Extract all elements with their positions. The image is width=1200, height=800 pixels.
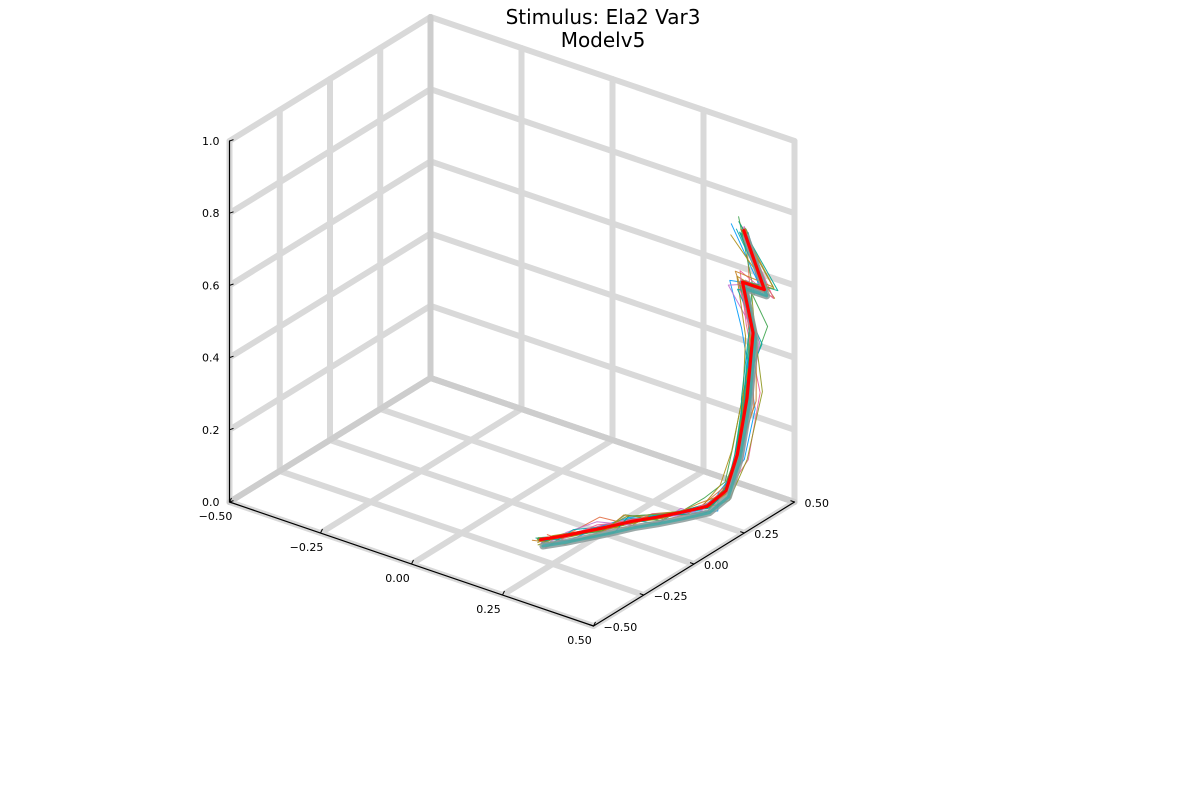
left-wall-grid-horizontal	[226, 302, 434, 433]
y-tick-label: 0.00	[704, 559, 729, 572]
model-trajectory-line	[538, 231, 769, 542]
z-tick-label: 1.0	[202, 135, 220, 148]
y-tick-label: 0.25	[754, 528, 779, 541]
left-wall-grid-horizontal	[226, 86, 434, 217]
x-tick-label: 0.50	[567, 634, 592, 647]
x-tick-mark	[411, 559, 414, 565]
z-tick-mark	[229, 427, 234, 431]
chart-title-line1: Stimulus: Ela2 Var3	[506, 5, 701, 29]
x-tick-label: −0.25	[290, 541, 324, 554]
model-trajectory-line	[540, 230, 768, 544]
x-tick-mark	[229, 497, 232, 503]
z-tick-label: 0.6	[202, 279, 220, 292]
z-tick-label: 0.2	[202, 424, 220, 437]
grid-lines	[226, 14, 798, 629]
tick-labels: 0.0 0.2 0.4 0.6 0.8 1.0 −0.50 −0.25 0.00 0.25 0.50…	[199, 135, 829, 647]
z-tick-label: 0.0	[202, 496, 220, 509]
z-tick-label: 0.4	[202, 352, 220, 365]
back-wall-grid-horizontal	[427, 302, 798, 433]
floor-grid-line-y	[276, 468, 647, 598]
x-tick-mark	[320, 528, 323, 534]
x-tick-label: 0.00	[385, 572, 410, 585]
y-tick-mark	[689, 562, 695, 565]
y-tick-label: −0.50	[604, 621, 638, 634]
y-tick-label: 0.50	[805, 497, 830, 510]
y-tick-label: −0.25	[654, 590, 688, 603]
y-tick-mark	[790, 500, 795, 503]
chart-title-line2: Modelv5	[561, 28, 646, 52]
left-floor-edge	[226, 375, 434, 505]
target-trajectory	[538, 229, 767, 542]
z-tick-mark	[229, 139, 234, 142]
z-tick-mark	[229, 283, 234, 286]
target-trajectory-line	[538, 229, 767, 542]
x-tick-label: −0.50	[199, 510, 233, 523]
x-tick-mark	[593, 621, 596, 627]
z-tick-label: 0.8	[202, 207, 220, 220]
model-trajectory-line	[541, 228, 768, 543]
x-tick-label: 0.25	[476, 603, 501, 616]
floor-grid-line-y	[327, 437, 697, 567]
model-trajectory-line	[539, 230, 769, 542]
back-wall-grid-horizontal	[427, 158, 798, 289]
back-wall-grid-horizontal	[427, 86, 798, 217]
y-tick-mark	[740, 531, 745, 534]
back-wall-grid-horizontal	[427, 14, 798, 144]
left-wall-grid-horizontal	[226, 158, 434, 289]
z-tick-mark	[229, 355, 234, 359]
left-wall-grid-horizontal	[226, 230, 434, 361]
z-tick-mark	[229, 211, 234, 214]
back-wall-grid-horizontal	[427, 230, 798, 361]
x-tick-mark	[502, 590, 505, 596]
left-wall-grid-horizontal	[226, 14, 434, 144]
y-tick-mark	[639, 593, 644, 596]
y-tick-mark	[589, 624, 594, 627]
